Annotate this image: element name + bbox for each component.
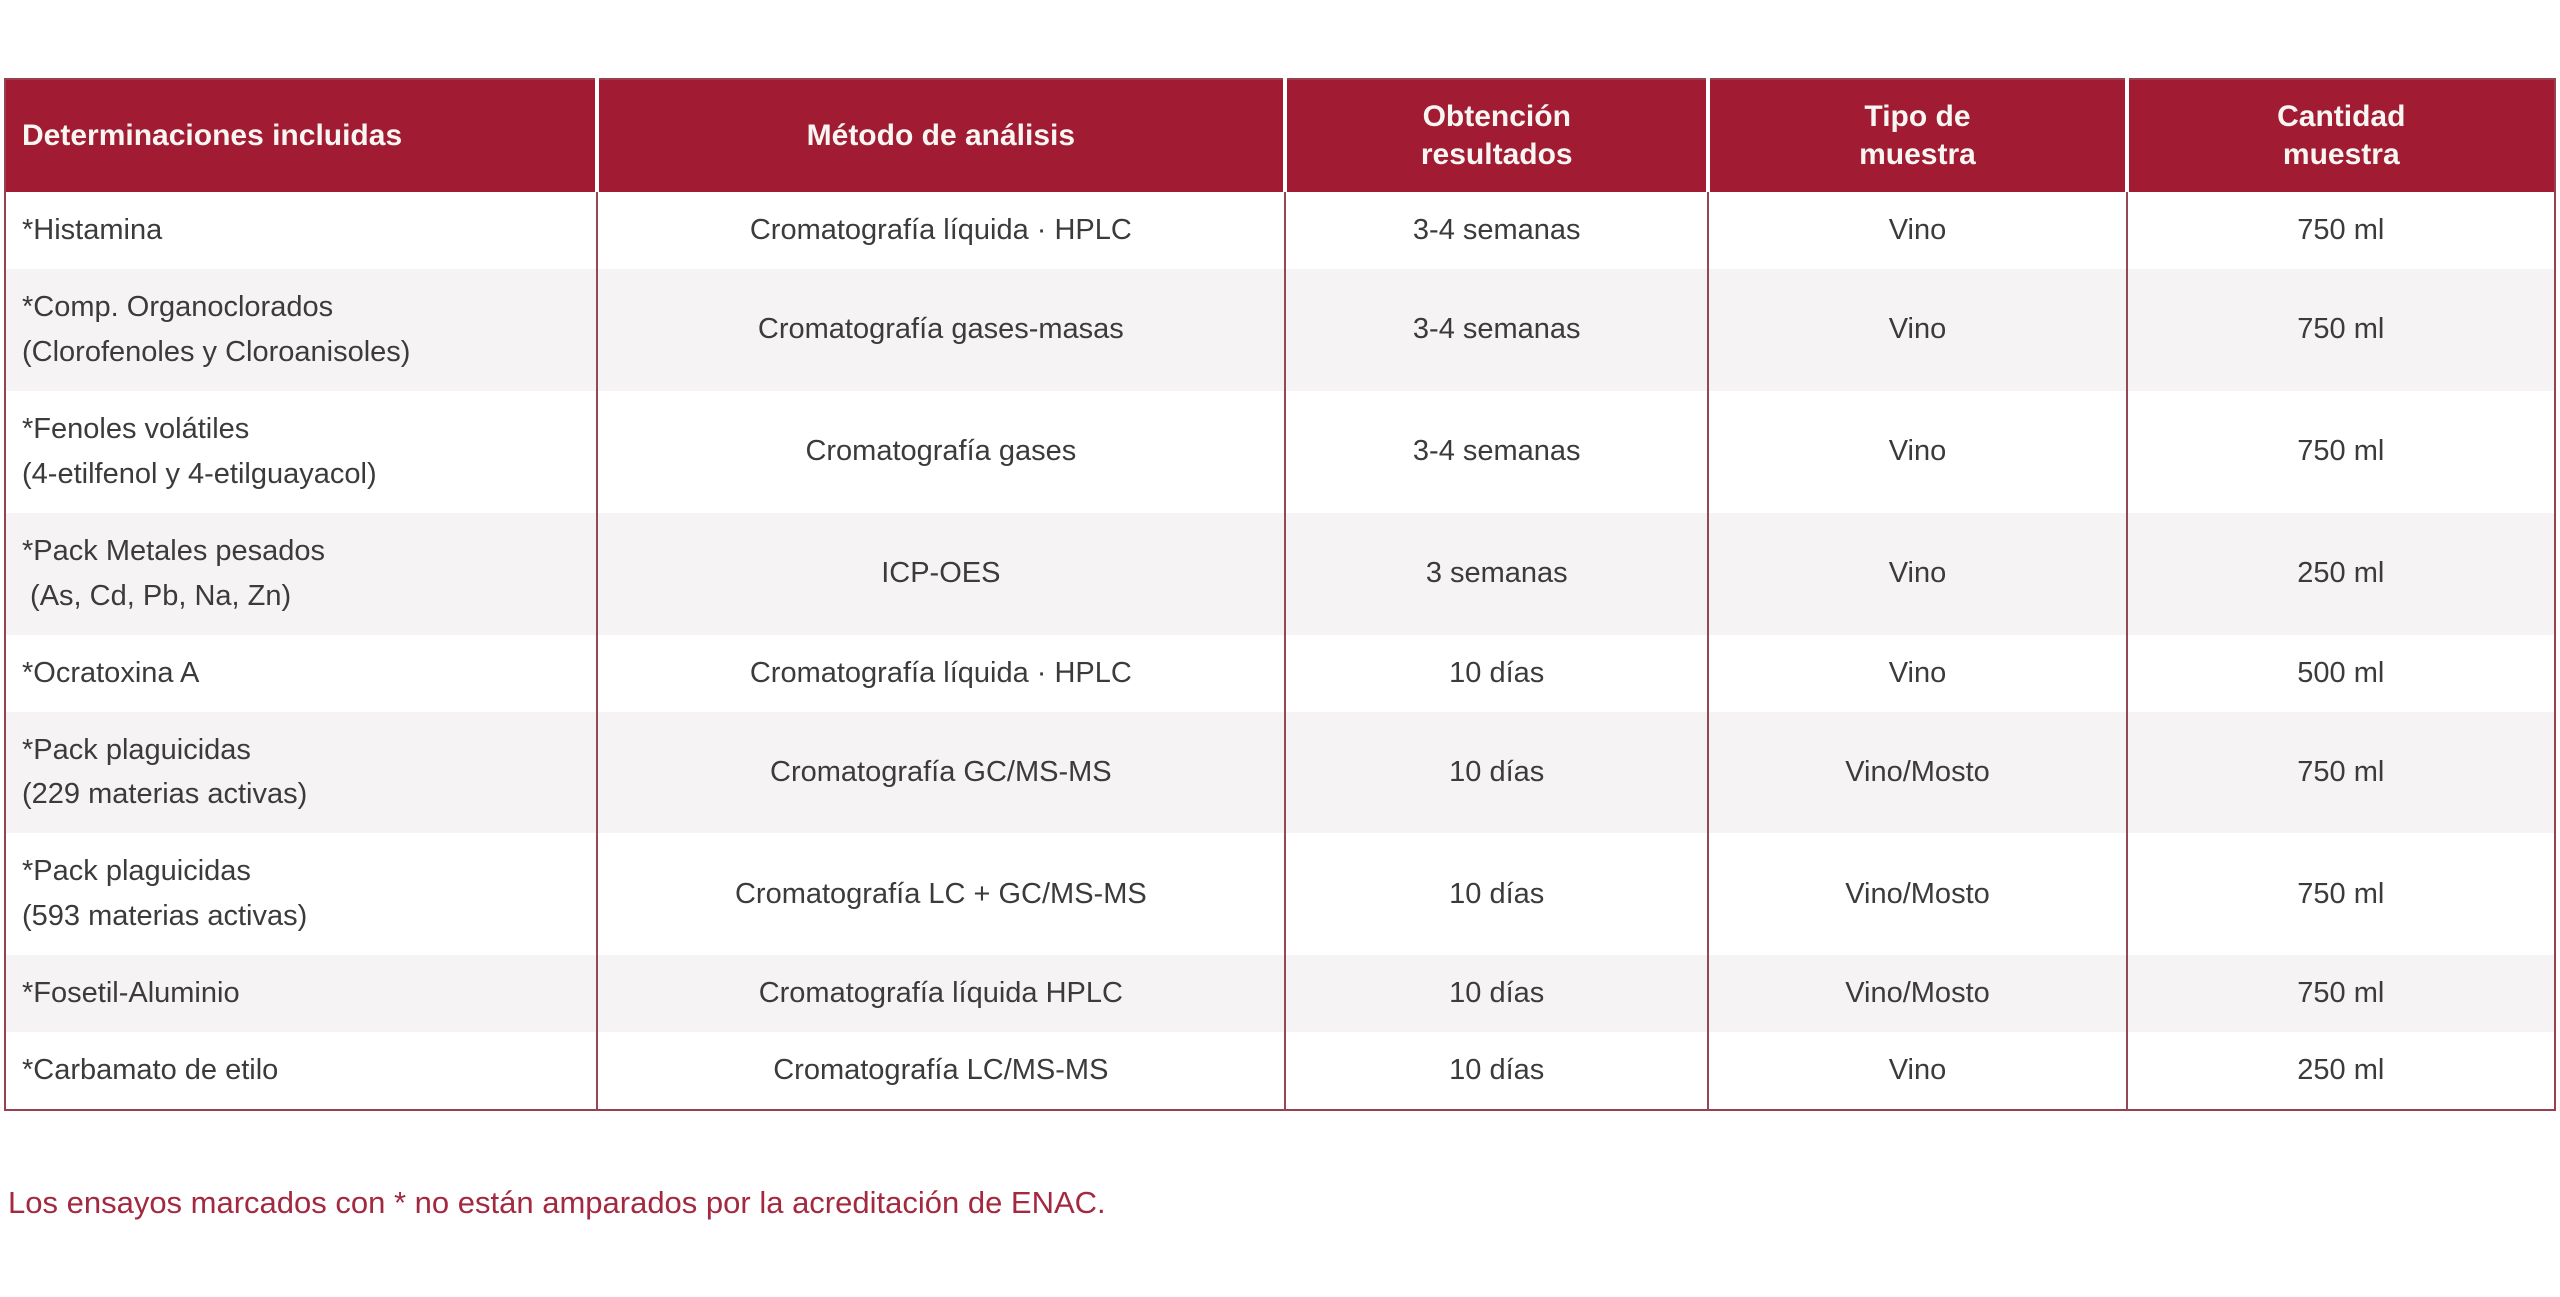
table-row: *Histamina Cromatografía líquida · HPLC 3-… xyxy=(5,192,2555,269)
table-cell: 10 días xyxy=(1284,634,1709,712)
table-row: *Ocratoxina A Cromatografía líquida · HPL… xyxy=(5,634,2555,712)
table-cell: Cromatografía LC/MS-MS xyxy=(595,1032,1286,1111)
table-cell: Vino/Mosto xyxy=(1707,955,2127,1033)
table-row: *Fosetil-Aluminio Cromatografía líquida H… xyxy=(5,955,2555,1033)
table-cell: 750 ml xyxy=(2125,955,2555,1033)
table-cell: Vino xyxy=(1707,390,2127,513)
table-cell: ICP-OES xyxy=(595,512,1286,635)
table-cell: 750 ml xyxy=(2125,833,2555,956)
column-header: Tipo de muestra xyxy=(1706,79,2127,192)
table-cell: 750 ml xyxy=(2125,268,2555,391)
table-row: *Pack plaguicidas (229 materias activas)… xyxy=(5,711,2555,834)
table-cell: Vino xyxy=(1707,268,2127,391)
table-cell: 3-4 semanas xyxy=(1284,268,1709,391)
table-row: *Pack Metales pesados (As, Cd, Pb, Na, Z… xyxy=(5,512,2555,635)
table-cell: *Histamina xyxy=(5,192,597,269)
table-cell: 250 ml xyxy=(2125,1032,2555,1111)
table-header: Determinaciones incluidas Método de análi… xyxy=(5,79,2555,192)
table-cell: 750 ml xyxy=(2125,390,2555,513)
table-cell: Cromatografía LC + GC/MS-MS xyxy=(595,833,1286,956)
table-row: *Comp. Organoclorados (Clorofenoles y Cl… xyxy=(5,268,2555,391)
table-cell: *Comp. Organoclorados (Clorofenoles y Cl… xyxy=(5,268,597,391)
table-cell: *Pack Metales pesados (As, Cd, Pb, Na, Z… xyxy=(5,512,597,635)
table-cell: 10 días xyxy=(1284,833,1709,956)
analysis-table: Determinaciones incluidas Método de análi… xyxy=(4,78,2556,1112)
table-cell: *Pack plaguicidas (593 materias activas) xyxy=(5,833,597,956)
table-cell: Cromatografía líquida HPLC xyxy=(595,955,1286,1033)
table-cell: Vino xyxy=(1707,192,2127,269)
table-cell: 10 días xyxy=(1284,711,1709,834)
table-cell: Vino xyxy=(1707,512,2127,635)
table-cell: 3-4 semanas xyxy=(1284,192,1709,269)
table-cell: *Carbamato de etilo xyxy=(5,1032,597,1111)
table-cell: 3-4 semanas xyxy=(1284,390,1709,513)
table-row: *Carbamato de etilo Cromatografía LC/MS-M… xyxy=(5,1032,2555,1111)
table-cell: *Ocratoxina A xyxy=(5,634,597,712)
column-header: Cantidad muestra xyxy=(2124,79,2555,192)
column-header: Determinaciones incluidas xyxy=(5,79,597,192)
table-cell: 10 días xyxy=(1284,955,1709,1033)
table-cell: *Fosetil-Aluminio xyxy=(5,955,597,1033)
table-row: *Pack plaguicidas (593 materias activas)… xyxy=(5,833,2555,956)
header-row: Determinaciones incluidas Método de análi… xyxy=(5,79,2555,192)
table-cell: *Pack plaguicidas (229 materias activas) xyxy=(5,711,597,834)
table-body: *Histamina Cromatografía líquida · HPLC 3-… xyxy=(5,192,2555,1111)
table-cell: Vino/Mosto xyxy=(1707,833,2127,956)
table-cell: Cromatografía líquida · HPLC xyxy=(595,192,1286,269)
table-cell: Cromatografía gases xyxy=(595,390,1286,513)
table-cell: 750 ml xyxy=(2125,711,2555,834)
table-cell: Vino/Mosto xyxy=(1707,711,2127,834)
table-cell: *Fenoles volátiles (4-etilfenol y 4-etil… xyxy=(5,390,597,513)
table-cell: Cromatografía líquida · HPLC xyxy=(595,634,1286,712)
table-cell: Cromatografía gases-masas xyxy=(595,268,1286,391)
column-header: Obtención resultados xyxy=(1283,79,1709,192)
table-row: *Fenoles volátiles (4-etilfenol y 4-etil… xyxy=(5,390,2555,513)
accreditation-footnote: Los ensayos marcados con * no están ampa… xyxy=(8,1185,1106,1221)
table-cell: Cromatografía GC/MS-MS xyxy=(595,711,1286,834)
table-cell: 3 semanas xyxy=(1284,512,1709,635)
table-cell: 500 ml xyxy=(2125,634,2555,712)
table-cell: 750 ml xyxy=(2125,192,2555,269)
table-cell: 250 ml xyxy=(2125,512,2555,635)
column-header: Método de análisis xyxy=(594,79,1286,192)
table-cell: 10 días xyxy=(1284,1032,1709,1111)
table-cell: Vino xyxy=(1707,1032,2127,1111)
table-cell: Vino xyxy=(1707,634,2127,712)
